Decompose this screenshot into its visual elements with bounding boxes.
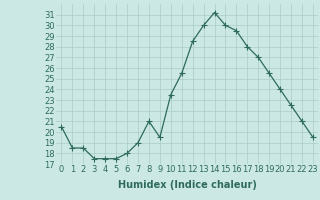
X-axis label: Humidex (Indice chaleur): Humidex (Indice chaleur) [118, 180, 257, 190]
